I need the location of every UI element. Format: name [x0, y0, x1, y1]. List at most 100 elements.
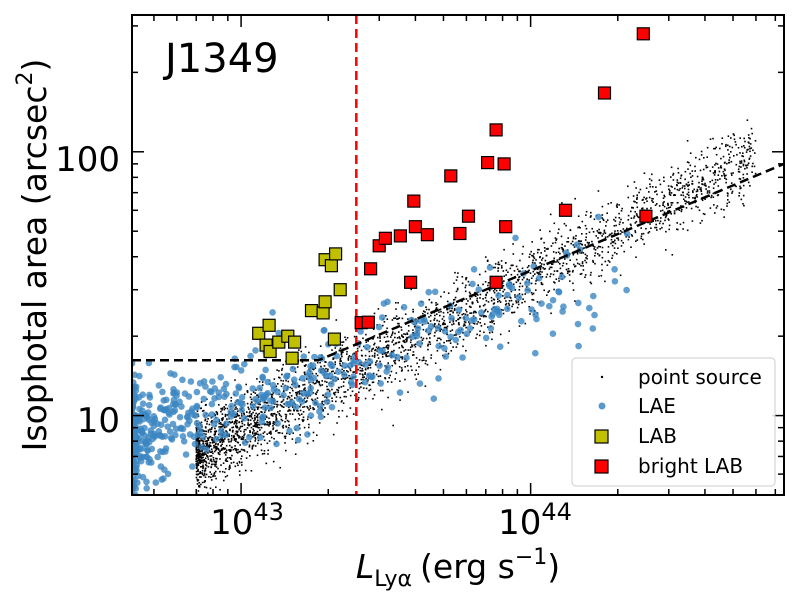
- point-source-dot: [598, 228, 600, 231]
- point-source-dot: [326, 385, 328, 388]
- point-source-dot: [199, 471, 201, 473]
- lae-point: [275, 329, 283, 337]
- point-source-dot: [479, 322, 482, 324]
- point-source-dot: [521, 278, 524, 281]
- lae-point: [131, 522, 138, 529]
- point-source-dot: [205, 464, 208, 467]
- point-source-dot: [453, 299, 455, 301]
- point-source-dot: [403, 360, 406, 363]
- point-source-dot: [619, 230, 622, 232]
- point-source-dot: [288, 409, 290, 411]
- point-source-dot: [455, 279, 458, 281]
- point-source-dot: [286, 419, 289, 422]
- point-source-dot: [605, 221, 608, 223]
- point-source-dot: [584, 244, 586, 246]
- point-source-dot: [514, 289, 517, 291]
- point-source-dot: [334, 347, 337, 349]
- point-source-dot: [614, 239, 616, 242]
- point-source-dot: [232, 426, 235, 429]
- point-source-dot: [198, 441, 200, 443]
- point-source-dot: [298, 424, 301, 426]
- point-source-dot: [477, 284, 479, 286]
- point-source-dot: [645, 187, 648, 189]
- lae-point: [363, 343, 371, 351]
- point-source-dot: [559, 252, 561, 255]
- point-source-dot: [259, 403, 261, 406]
- point-source-dot: [601, 269, 603, 272]
- point-source-dot: [677, 167, 679, 170]
- point-source-dot: [390, 370, 393, 373]
- point-source-dot: [616, 237, 618, 239]
- lae-point: [341, 371, 348, 379]
- point-source-dot: [358, 391, 360, 394]
- point-source-dot: [207, 431, 210, 433]
- point-source-dot: [534, 282, 537, 285]
- point-source-dot: [241, 422, 244, 425]
- point-source-dot: [508, 330, 510, 332]
- point-source-dot: [273, 406, 275, 408]
- point-source-dot: [509, 296, 511, 299]
- point-source-dot: [549, 213, 552, 216]
- point-source-dot: [443, 322, 446, 325]
- point-source-dot: [243, 424, 246, 426]
- lae-point: [273, 440, 280, 448]
- point-source-dot: [532, 256, 535, 258]
- lab-marker: [333, 283, 347, 297]
- point-source-dot: [349, 394, 352, 397]
- point-source-dot: [196, 465, 198, 468]
- point-source-dot: [376, 354, 379, 356]
- lae-point: [146, 394, 154, 401]
- point-source-dot: [250, 413, 253, 415]
- point-source-dot: [247, 415, 249, 417]
- point-source-dot: [511, 305, 513, 308]
- point-source-dot: [258, 424, 261, 426]
- point-source-dot: [463, 323, 465, 325]
- lae-point: [176, 413, 184, 421]
- point-source-dot: [559, 263, 561, 265]
- point-source-dot: [304, 389, 307, 392]
- point-source-dot: [382, 324, 384, 327]
- point-source-dot: [298, 418, 300, 420]
- point-source-dot: [477, 321, 479, 323]
- point-source-dot: [411, 369, 413, 371]
- point-source-dot: [591, 240, 593, 243]
- point-source-dot: [266, 423, 269, 426]
- point-source-dot: [680, 205, 682, 207]
- point-source-dot: [230, 437, 233, 440]
- point-source-dot: [339, 396, 342, 399]
- point-source-dot: [744, 167, 746, 170]
- point-source-dot: [204, 480, 206, 483]
- point-source-dot: [434, 314, 436, 317]
- point-source-dot: [664, 219, 666, 222]
- point-source-dot: [364, 397, 367, 400]
- point-source-dot: [528, 279, 530, 281]
- point-source-dot: [236, 425, 238, 428]
- point-source-dot: [552, 242, 554, 245]
- point-source-dot: [709, 138, 712, 140]
- point-source-dot: [540, 252, 542, 254]
- point-source-dot: [394, 378, 396, 380]
- lae-point: [327, 361, 335, 368]
- point-source-dot: [580, 240, 582, 242]
- point-source-dot: [447, 339, 450, 342]
- point-source-dot: [209, 471, 211, 473]
- point-source-dot: [692, 191, 694, 194]
- point-source-dot: [393, 343, 395, 346]
- point-source-dot: [526, 266, 529, 269]
- lae-point: [470, 316, 478, 323]
- point-source-dot: [626, 227, 628, 230]
- point-source-dot: [361, 369, 364, 372]
- point-source-dot: [199, 451, 201, 453]
- point-source-dot: [272, 427, 275, 429]
- point-source-dot: [615, 224, 617, 227]
- point-source-dot: [452, 346, 454, 348]
- point-source-dot: [386, 347, 389, 349]
- point-source-dot: [202, 453, 204, 455]
- point-source-dot: [250, 401, 253, 404]
- point-source-dot: [703, 184, 706, 186]
- point-source-dot: [691, 183, 693, 185]
- point-source-dot: [260, 443, 262, 446]
- point-source-dot: [590, 211, 592, 214]
- lae-point: [191, 440, 199, 448]
- point-source-dot: [492, 303, 495, 305]
